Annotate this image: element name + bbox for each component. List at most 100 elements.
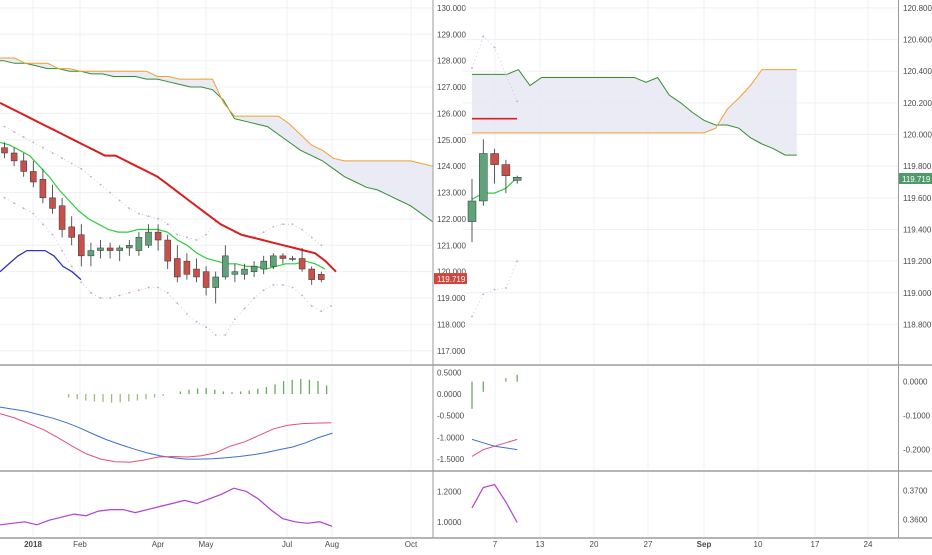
price-tick-label: 124.000 [437, 162, 466, 171]
candle[interactable] [78, 234, 85, 257]
candle[interactable] [298, 258, 306, 270]
bollinger-upper-point [505, 73, 507, 76]
bollinger-lower-point [22, 207, 25, 210]
bollinger-upper-point [176, 233, 179, 236]
right-price-axis[interactable]: 120.800 120.600 120.400 120.200 120.000 119.8… [903, 4, 932, 330]
bollinger-upper-point [516, 100, 519, 103]
candle[interactable] [49, 197, 56, 209]
bollinger-upper-point [51, 152, 54, 154]
bollinger-lower-point [243, 307, 246, 310]
price-tick-label: 117.000 [437, 347, 466, 356]
osc-tick-label: 1.2000 [437, 487, 462, 496]
candle[interactable] [183, 260, 191, 275]
price-tick-label: 120.800 [903, 4, 932, 13]
price-tick-label: 130.000 [437, 4, 466, 13]
candle[interactable] [39, 179, 47, 199]
candle[interactable] [241, 268, 248, 275]
candle[interactable] [202, 271, 210, 288]
candle[interactable] [116, 247, 123, 251]
time-tick-label: 27 [644, 540, 653, 549]
candle[interactable] [193, 268, 200, 278]
candle[interactable] [154, 231, 162, 241]
candle[interactable] [1, 147, 8, 154]
price-tick-label: 118.800 [903, 320, 932, 329]
bollinger-upper-point [262, 231, 265, 234]
candle[interactable] [318, 274, 325, 280]
price-tick-label: 129.000 [437, 30, 466, 39]
candle[interactable] [174, 258, 181, 278]
macd-tick-label: -1.5000 [437, 455, 465, 464]
candle[interactable] [20, 160, 27, 172]
last-price-tag [899, 172, 932, 184]
candle[interactable] [164, 239, 171, 262]
last-price-tag [434, 273, 467, 285]
candle[interactable] [106, 247, 114, 251]
oscillator-line [471, 483, 518, 523]
bollinger-upper-point [482, 35, 485, 38]
time-tick-label: Apr [152, 540, 165, 549]
time-tick-label: 13 [536, 540, 545, 549]
osc-tick-label: 0.3600 [903, 516, 928, 525]
bollinger-lower-line [4, 197, 332, 336]
candle[interactable] [97, 247, 104, 251]
candle[interactable] [222, 255, 229, 278]
bollinger-upper-point [147, 215, 150, 218]
bollinger-lower-line [471, 260, 518, 317]
candle[interactable] [490, 153, 499, 165]
oscillator-line [0, 487, 333, 527]
candle[interactable] [145, 231, 152, 246]
candle[interactable] [87, 250, 95, 257]
candle[interactable] [279, 255, 287, 259]
bollinger-upper-point [195, 239, 198, 241]
candle[interactable] [270, 255, 277, 267]
bollinger-lower-point [157, 286, 160, 289]
bollinger-lower-point [224, 334, 227, 336]
bollinger-lower-point [128, 291, 131, 294]
bollinger-lower-point [42, 223, 44, 226]
bollinger-lower-point [516, 260, 519, 263]
candle[interactable] [58, 205, 66, 230]
candle[interactable] [250, 266, 258, 272]
candle[interactable] [68, 226, 75, 238]
candle[interactable] [467, 200, 477, 222]
time-tick-label: 20 [590, 540, 599, 549]
leading-span-b [0, 57, 433, 167]
candle[interactable] [212, 276, 219, 288]
time-tick-label: Sep [697, 540, 712, 549]
conversion-line [0, 141, 326, 270]
time-tick-label: 24 [864, 540, 873, 549]
bollinger-lower-point [70, 265, 73, 268]
price-tick-label: 119.000 [437, 294, 466, 303]
price-tick-label: 120.000 [903, 131, 932, 140]
bollinger-upper [3, 125, 323, 247]
price-tick-label: 128.000 [437, 57, 466, 66]
bollinger-lower-point [330, 305, 332, 307]
macd-tick-label: 0.0000 [437, 390, 462, 399]
candle[interactable] [231, 271, 239, 275]
candle[interactable] [289, 258, 296, 260]
price-tick-label: 120.200 [903, 99, 932, 108]
bollinger-lower-point [90, 291, 92, 294]
candle[interactable] [126, 245, 133, 249]
price-tick-label: 119.200 [903, 257, 932, 266]
time-tick-label: Jul [282, 540, 292, 549]
left-price-axis[interactable]: 130.000 129.000 128.000 127.000 126.000 125.0… [437, 4, 466, 356]
candle[interactable] [501, 164, 511, 176]
macd-tick-label: -0.1000 [903, 412, 931, 421]
candle[interactable] [512, 177, 522, 181]
time-tick-label: Aug [325, 540, 339, 549]
ichimoku-cloud [0, 58, 433, 222]
base-line [0, 102, 337, 273]
candle[interactable] [308, 268, 315, 280]
candle[interactable] [260, 260, 267, 270]
macd-tick-label: 0.5000 [437, 368, 462, 377]
candle[interactable] [135, 237, 143, 251]
candle[interactable] [10, 152, 18, 162]
price-tick-label: 127.000 [437, 83, 466, 92]
time-tick-label: May [198, 540, 213, 549]
time-tick-label: 2018 [24, 540, 42, 549]
candle[interactable] [479, 153, 488, 202]
candle[interactable] [30, 171, 37, 183]
macd-tick-label: 0.0000 [903, 378, 928, 387]
